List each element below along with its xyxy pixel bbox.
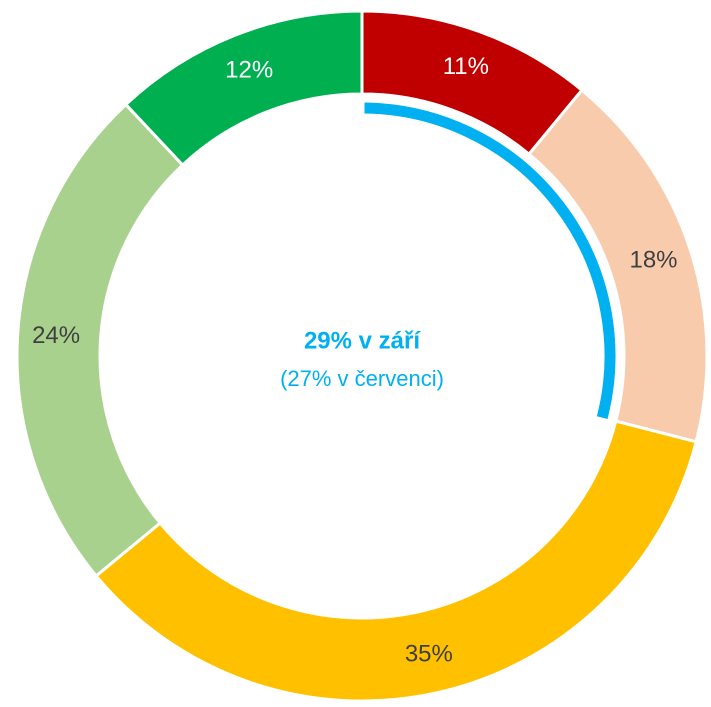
center-subtitle: (27% v červenci) xyxy=(280,366,444,391)
data-label: 12% xyxy=(225,56,273,83)
data-label: 18% xyxy=(629,247,677,274)
donut-segment xyxy=(94,419,698,703)
highlight-arc xyxy=(364,102,616,420)
data-label: 35% xyxy=(405,640,453,667)
data-label: 24% xyxy=(32,322,80,349)
center-title: 29% v září xyxy=(304,327,421,354)
donut-segment xyxy=(123,9,364,168)
donut-segment xyxy=(526,88,709,444)
data-label: 11% xyxy=(443,53,489,80)
